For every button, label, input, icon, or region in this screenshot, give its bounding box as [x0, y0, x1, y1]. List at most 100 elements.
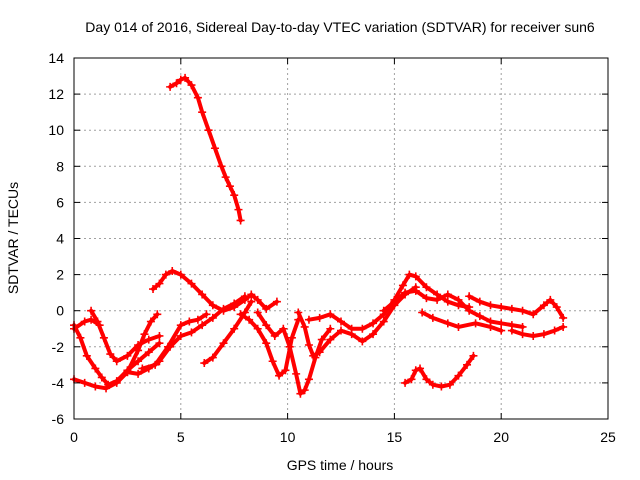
data-point: [198, 290, 207, 299]
data-point: [272, 297, 281, 306]
x-tick-label: 0: [70, 429, 78, 445]
data-point: [99, 333, 108, 342]
data-point: [337, 317, 345, 326]
data-point: [454, 295, 463, 304]
data-point: [163, 342, 172, 351]
data-point: [300, 386, 309, 395]
data-point: [428, 313, 437, 322]
data-point: [347, 324, 356, 333]
y-tick-label: 10: [48, 122, 64, 138]
data-point: [151, 360, 160, 369]
data-point: [398, 281, 407, 290]
data-point: [422, 294, 431, 303]
data-point: [155, 279, 164, 288]
data-point: [210, 144, 219, 153]
y-tick-label: -6: [52, 411, 65, 427]
x-axis-label: GPS time / hours: [287, 457, 394, 473]
data-point: [300, 322, 309, 331]
data-point: [123, 351, 132, 360]
data-point: [326, 335, 335, 344]
series-line: [72, 317, 102, 331]
data-point: [181, 73, 190, 82]
y-tick-label: 0: [56, 303, 64, 319]
data-point: [262, 304, 271, 313]
data-point: [411, 366, 420, 375]
data-point: [221, 173, 230, 182]
data-point: [287, 333, 296, 342]
data-series: [70, 73, 568, 398]
data-point: [428, 380, 437, 389]
data-point: [539, 330, 548, 339]
data-point: [546, 295, 555, 304]
data-point: [253, 324, 262, 333]
data-point: [87, 315, 96, 324]
series-line: [72, 312, 160, 391]
data-point: [539, 301, 548, 310]
series-line: [202, 299, 254, 365]
data-point: [454, 322, 463, 331]
data-point: [208, 301, 217, 310]
data-point: [390, 297, 399, 306]
data-point: [507, 304, 516, 313]
data-point: [176, 270, 185, 279]
data-point: [149, 285, 158, 294]
data-point: [437, 382, 446, 391]
data-point: [317, 335, 326, 344]
series-pass-17: [507, 322, 568, 340]
data-point: [471, 319, 480, 328]
y-tick-label: -2: [52, 339, 65, 355]
data-point: [379, 317, 388, 326]
data-point: [198, 321, 207, 330]
data-point: [155, 331, 164, 340]
data-point: [326, 324, 335, 333]
data-point: [507, 326, 516, 335]
data-point: [469, 351, 478, 360]
data-point: [497, 326, 506, 335]
data-point: [144, 335, 153, 344]
data-point: [176, 331, 185, 340]
data-point: [401, 378, 410, 387]
data-point: [102, 384, 111, 393]
data-point: [270, 331, 279, 340]
data-point: [219, 304, 228, 313]
data-point: [225, 182, 234, 191]
data-point: [230, 324, 239, 333]
series-pass-5: [87, 306, 164, 366]
data-point: [187, 81, 196, 90]
y-tick-label: 4: [56, 231, 64, 247]
data-point: [262, 339, 271, 348]
data-point: [369, 330, 378, 339]
data-point: [134, 369, 143, 378]
x-tick-labels: 0 5 10 15 20 25: [70, 429, 616, 445]
data-point: [405, 270, 414, 279]
data-point: [234, 205, 243, 214]
data-point: [443, 290, 452, 299]
data-point: [247, 290, 256, 299]
data-point: [134, 357, 143, 366]
data-point: [87, 306, 96, 315]
series-line: [125, 294, 247, 376]
x-tick-label: 25: [600, 429, 616, 445]
data-point: [76, 333, 85, 342]
data-point: [123, 368, 132, 377]
data-point: [82, 351, 91, 360]
data-point: [140, 330, 149, 339]
data-point: [138, 364, 147, 373]
data-point: [465, 292, 474, 301]
data-point: [202, 310, 211, 319]
data-point: [176, 75, 185, 84]
data-point: [172, 79, 181, 88]
data-point: [529, 310, 538, 319]
data-point: [176, 321, 185, 330]
data-point: [134, 340, 143, 349]
y-tick-label: 6: [56, 194, 64, 210]
y-tick-labels: -6 -4 -2 0 2 4 6 8 10 12 14: [48, 50, 64, 427]
data-point: [304, 375, 313, 384]
data-point: [559, 322, 568, 331]
data-point: [80, 317, 89, 326]
grid-lines: [74, 58, 608, 419]
data-point: [315, 348, 324, 357]
data-point: [262, 321, 271, 330]
data-point: [411, 272, 420, 281]
